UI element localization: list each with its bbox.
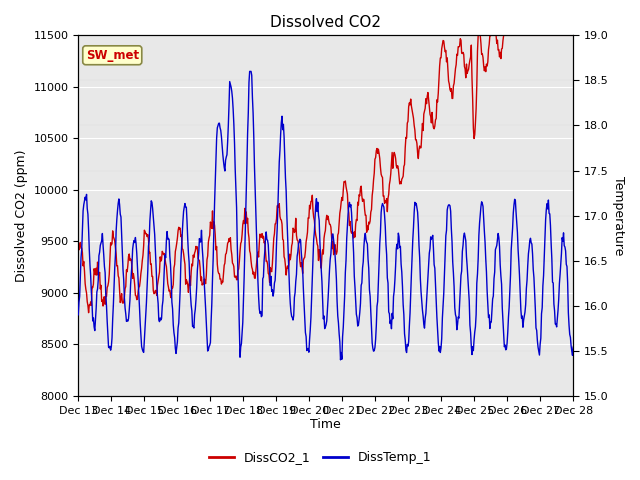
Text: SW_met: SW_met <box>86 49 139 62</box>
Title: Dissolved CO2: Dissolved CO2 <box>270 15 381 30</box>
Y-axis label: Temperature: Temperature <box>612 176 625 255</box>
Legend: DissCO2_1, DissTemp_1: DissCO2_1, DissTemp_1 <box>204 446 436 469</box>
Y-axis label: Dissolved CO2 (ppm): Dissolved CO2 (ppm) <box>15 149 28 282</box>
X-axis label: Time: Time <box>310 419 341 432</box>
